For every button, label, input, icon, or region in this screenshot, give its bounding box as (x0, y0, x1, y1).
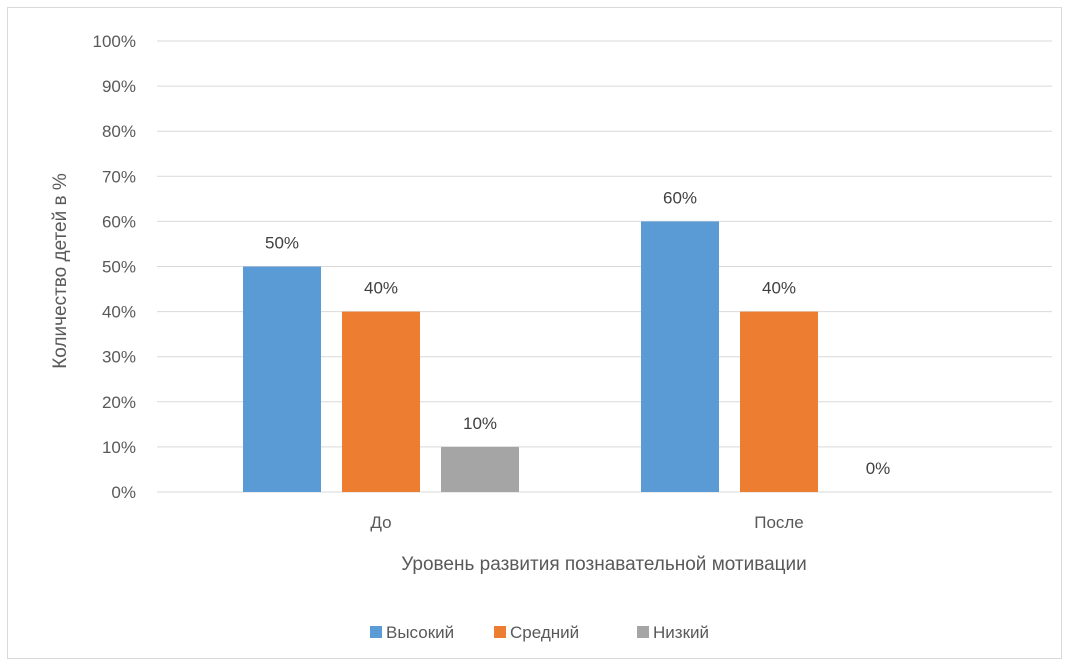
y-tick-label: 100% (93, 32, 136, 51)
y-tick-label: 30% (102, 348, 136, 367)
y-tick-label: 10% (102, 438, 136, 457)
x-tick-label: После (754, 513, 804, 532)
bar (342, 311, 420, 492)
y-tick-label: 60% (102, 212, 136, 231)
y-tick-label: 40% (102, 303, 136, 322)
legend: Высокий Средний Низкий (370, 623, 709, 642)
data-label: 10% (463, 414, 497, 433)
y-tick-label: 20% (102, 393, 136, 412)
y-tick-label: 50% (102, 258, 136, 277)
data-labels: 50% 40% 10% 60% 40% 0% (265, 188, 890, 478)
legend-label: Высокий (386, 623, 454, 642)
y-tick-label: 0% (111, 483, 136, 502)
data-label: 60% (663, 188, 697, 207)
data-label: 50% (265, 234, 299, 253)
y-axis-title: Количество детей в % (50, 173, 71, 369)
y-tick-label: 90% (102, 77, 136, 96)
y-axis-tick-labels: 0% 10% 20% 30% 40% 50% 60% 70% 80% 90% 100% (93, 32, 136, 502)
bar (641, 221, 719, 492)
bar (441, 446, 519, 492)
bar (740, 311, 818, 492)
y-tick-label: 70% (102, 167, 136, 186)
legend-swatch (370, 626, 382, 638)
y-tick-label: 80% (102, 122, 136, 141)
x-axis-tick-labels: До После (370, 513, 803, 532)
chart-area (7, 7, 1062, 659)
bar (243, 266, 321, 492)
x-axis-title: Уровень развития познавательной мотиваци… (401, 554, 807, 575)
legend-swatch (637, 626, 649, 638)
x-tick-label: До (370, 513, 391, 532)
bars (243, 221, 818, 492)
legend-label: Средний (510, 623, 579, 642)
data-label: 0% (866, 459, 891, 478)
data-label: 40% (364, 279, 398, 298)
data-label: 40% (762, 279, 796, 298)
legend-label: Низкий (653, 623, 709, 642)
legend-swatch (494, 626, 506, 638)
